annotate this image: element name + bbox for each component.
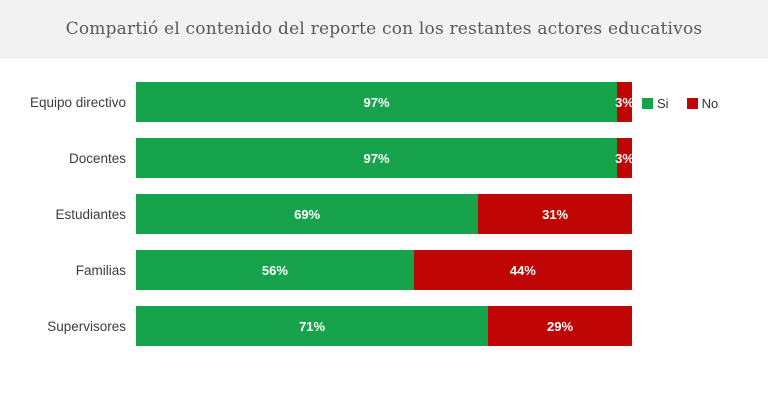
- bar-value-label-no: 31%: [542, 206, 569, 222]
- bar-value-label-no: 29%: [547, 318, 574, 334]
- category-label: Estudiantes: [55, 206, 126, 222]
- category-label: Equipo directivo: [29, 94, 126, 110]
- bar-segment-no: 3%: [615, 82, 634, 122]
- bar-segment-si: 97%: [136, 138, 618, 178]
- legend-item-no: No: [686, 96, 719, 111]
- category-label: Supervisores: [47, 318, 126, 334]
- bar-row-docentes: Docentes 97% 3%: [0, 138, 768, 178]
- bar-track: 71% 29%: [136, 306, 632, 346]
- bar-row-supervisores: Supervisores 71% 29%: [0, 306, 768, 346]
- bar-segment-no: 44%: [413, 250, 632, 290]
- bar-row-familias: Familias 56% 44%: [0, 250, 768, 290]
- bar-segment-si: 71%: [136, 306, 489, 346]
- category-label: Familias: [75, 262, 126, 278]
- bar-row-equipo-directivo: Equipo directivo 97% 3%: [0, 82, 768, 122]
- legend-label-si: Si: [657, 96, 669, 111]
- bar-segment-si: 97%: [136, 82, 618, 122]
- chart-title: Compartió el contenido del reporte con l…: [65, 18, 703, 39]
- legend-swatch-si-icon: [642, 98, 653, 109]
- bar-segment-si: 69%: [136, 194, 479, 234]
- category-label: Docentes: [68, 150, 126, 166]
- bar-value-label-si: 71%: [299, 318, 326, 334]
- bar-track: 97% 3%: [136, 138, 634, 178]
- stacked-bar-chart: Si No Equipo directivo 97% 3% Docentes: [0, 58, 768, 346]
- bar-value-label-no: 3%: [615, 150, 634, 166]
- chart-legend: Si No: [642, 96, 718, 111]
- bar-value-label-no: 44%: [509, 262, 536, 278]
- bar-segment-si: 56%: [136, 250, 414, 290]
- bar-track: 97% 3%: [136, 82, 634, 122]
- bar-value-label-si: 97%: [363, 150, 390, 166]
- bar-value-label-si: 69%: [294, 206, 321, 222]
- legend-swatch-no-icon: [686, 98, 698, 109]
- bar-segment-no: 31%: [478, 194, 632, 234]
- bar-segment-no: 3%: [615, 138, 634, 178]
- bar-value-label-si: 56%: [261, 262, 288, 278]
- bar-segment-no: 29%: [488, 306, 632, 346]
- legend-item-si: Si: [642, 96, 669, 111]
- bar-value-label-si: 97%: [363, 94, 390, 110]
- legend-label-no: No: [701, 96, 719, 111]
- bar-value-label-no: 3%: [615, 94, 634, 110]
- bar-row-estudiantes: Estudiantes 69% 31%: [0, 194, 768, 234]
- chart-header: Compartió el contenido del reporte con l…: [0, 0, 768, 58]
- bar-track: 69% 31%: [136, 194, 632, 234]
- bar-track: 56% 44%: [136, 250, 632, 290]
